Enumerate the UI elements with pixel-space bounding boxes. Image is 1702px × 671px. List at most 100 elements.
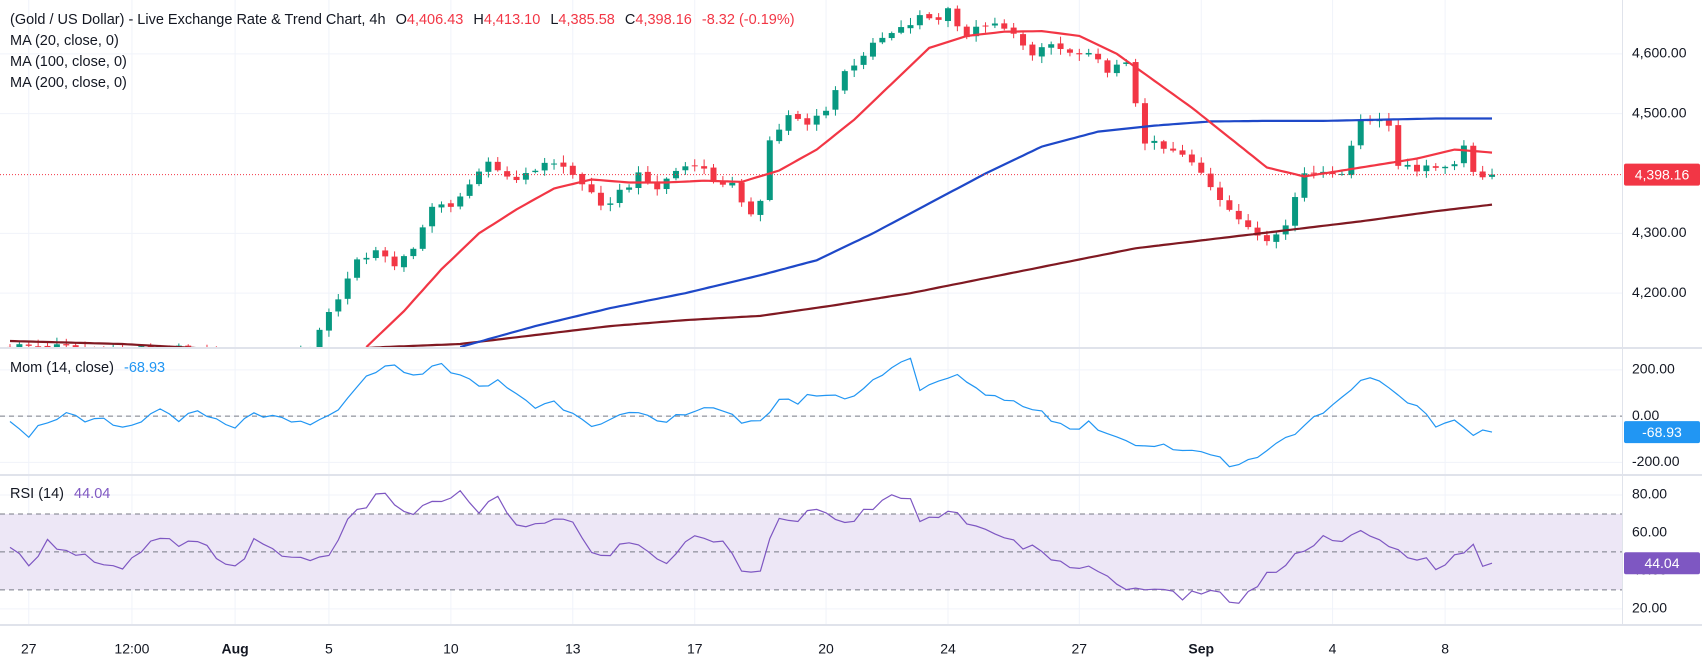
- candle-body: [729, 182, 736, 186]
- candle-body: [1132, 62, 1139, 104]
- candle-body: [954, 8, 961, 27]
- candle-body: [195, 349, 201, 350]
- candle-body: [204, 350, 210, 352]
- candle-body: [823, 110, 830, 116]
- candle-body: [1273, 234, 1280, 242]
- candle-body: [1292, 197, 1299, 226]
- candle-body: [1160, 141, 1167, 149]
- candle-body: [1254, 227, 1261, 236]
- candle-body: [72, 345, 79, 347]
- candle-body: [344, 278, 351, 299]
- time-tick-label: 8: [1441, 641, 1449, 657]
- legend-ma20[interactable]: MA (20, close, 0): [10, 33, 119, 49]
- candle-body: [541, 162, 548, 171]
- time-tick-label: 12:00: [114, 641, 149, 657]
- candle-body: [157, 349, 163, 350]
- candle-body: [1123, 62, 1130, 64]
- momentum-line[interactable]: [9, 357, 1493, 468]
- candle-body: [1188, 154, 1195, 163]
- candle-body: [1020, 34, 1027, 46]
- candle-body: [663, 178, 670, 190]
- last-price-badge-bg: [1624, 163, 1700, 186]
- candle-body: [1442, 166, 1449, 169]
- legend-rsi[interactable]: RSI (14) 44.04: [10, 484, 110, 505]
- ma200-line[interactable]: [9, 203, 1493, 352]
- time-tick-label: 10: [443, 641, 459, 657]
- candle-body: [400, 256, 407, 268]
- candle-body: [35, 346, 42, 347]
- candle-body: [776, 129, 783, 142]
- price-plot[interactable]: [7, 5, 1496, 369]
- candle-body: [1423, 165, 1430, 172]
- candle-body: [794, 113, 801, 119]
- candle-body: [53, 344, 60, 347]
- candle-body: [757, 200, 764, 215]
- change-value: -8.32 (-0.19%): [701, 12, 795, 28]
- rsi-tick-label: 60.00: [1632, 524, 1667, 540]
- candle-body: [1451, 164, 1458, 167]
- time-tick-label: 27: [1072, 641, 1088, 657]
- candle-body: [1179, 150, 1186, 155]
- legend-momentum[interactable]: Mom (14, close) -68.93: [10, 358, 165, 379]
- time-tick-label: 4: [1329, 641, 1337, 657]
- candle-body: [504, 171, 511, 177]
- legend-ma100[interactable]: MA (100, close, 0): [10, 54, 127, 70]
- candle-body: [1263, 235, 1270, 242]
- candle-body: [335, 299, 342, 312]
- momentum-title: Mom (14, close): [10, 360, 114, 376]
- time-tick-label: 5: [325, 641, 333, 657]
- candle-body: [363, 257, 370, 260]
- candle-body: [907, 25, 914, 29]
- rsi-value: 44.04: [74, 486, 111, 502]
- candle-body: [916, 15, 923, 26]
- candle-body: [1095, 53, 1102, 60]
- candle-body: [1066, 49, 1073, 53]
- high-label: H: [473, 12, 484, 28]
- rsi-value-badge-bg: [1624, 552, 1700, 575]
- candle-body: [1001, 23, 1008, 29]
- candle-body: [138, 346, 145, 347]
- close-value: 4,398.16: [635, 12, 692, 28]
- candle-body: [1489, 174, 1496, 177]
- candle-body: [270, 356, 276, 365]
- time-tick-label: 17: [687, 641, 703, 657]
- candle-body: [841, 71, 848, 91]
- candle-body: [325, 312, 332, 331]
- candle-body: [1207, 173, 1214, 188]
- candle-body: [522, 173, 529, 180]
- candle-body: [298, 352, 304, 356]
- candle-body: [691, 165, 698, 167]
- candle-body: [785, 115, 792, 131]
- ma100-line[interactable]: [459, 117, 1492, 348]
- mom-tick-label: 200.00: [1632, 361, 1675, 377]
- candle-body: [44, 345, 51, 347]
- candle-body: [1414, 164, 1420, 172]
- legend-ma200[interactable]: MA (200, close, 0): [10, 75, 127, 91]
- candle-body: [279, 355, 285, 359]
- candle-body: [1432, 166, 1439, 168]
- candle-body: [1460, 145, 1467, 164]
- candle-body: [185, 345, 192, 347]
- candle-body: [1076, 53, 1083, 55]
- candle-body: [710, 167, 717, 181]
- mom-tick-label: -200.00: [1632, 453, 1680, 469]
- candle-body: [485, 161, 492, 172]
- candle-body: [429, 206, 436, 227]
- candle-body: [1245, 220, 1252, 228]
- candle-body: [494, 161, 501, 171]
- time-tick-label: Sep: [1188, 641, 1214, 657]
- candle-body: [804, 118, 811, 125]
- candle-body: [532, 170, 539, 173]
- candle-body: [860, 55, 867, 65]
- candle-body: [654, 181, 661, 190]
- rsi-line[interactable]: [9, 489, 1493, 604]
- candle-body: [738, 182, 745, 203]
- time-axis[interactable]: [0, 626, 1702, 671]
- high-value: 4,413.10: [483, 12, 541, 28]
- candle-body: [1038, 47, 1045, 57]
- candle-body: [307, 351, 313, 353]
- ma20-line[interactable]: [365, 29, 1493, 347]
- candle-body: [1198, 162, 1205, 173]
- time-tick-label: 13: [565, 641, 581, 657]
